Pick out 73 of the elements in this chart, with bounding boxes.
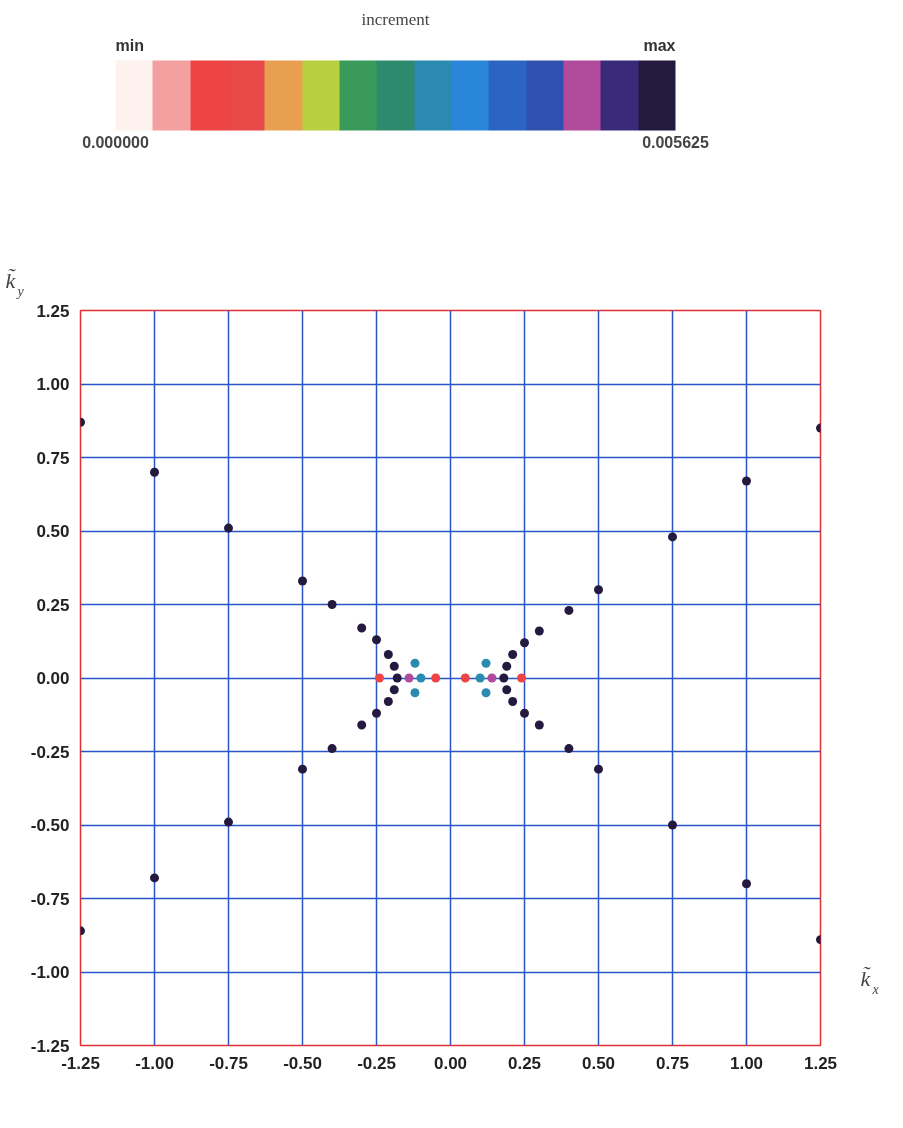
point xyxy=(481,658,491,668)
x-tick-label: 0.00 xyxy=(433,1053,468,1073)
point xyxy=(502,685,512,695)
point xyxy=(224,817,233,827)
point xyxy=(389,685,399,695)
x-tick-label: -0.50 xyxy=(283,1053,322,1073)
y-tick-label: 0.75 xyxy=(36,448,70,468)
point xyxy=(517,673,527,683)
point xyxy=(383,649,393,659)
point xyxy=(534,626,544,636)
y-tick-label: -1.00 xyxy=(30,963,70,982)
color-bar-label: 0.005625 xyxy=(642,133,709,151)
point xyxy=(327,600,337,609)
point xyxy=(298,576,307,586)
y-tick-label: -1.25 xyxy=(30,1036,70,1056)
point xyxy=(372,635,381,645)
point xyxy=(327,744,337,754)
point xyxy=(298,764,307,774)
y-tick-label: -0.50 xyxy=(30,816,70,835)
point xyxy=(594,764,603,774)
y-tick-label: 0.50 xyxy=(36,522,70,541)
point xyxy=(534,720,544,730)
point xyxy=(481,688,491,698)
point xyxy=(487,673,497,683)
point xyxy=(668,532,677,542)
point xyxy=(372,708,381,718)
point xyxy=(460,673,470,683)
point xyxy=(150,467,159,477)
x-tick-label: -0.75 xyxy=(209,1053,248,1073)
point xyxy=(431,673,441,683)
color-bar-label: 0.000000 xyxy=(82,133,149,151)
point xyxy=(475,673,485,683)
point xyxy=(594,585,603,595)
point xyxy=(150,873,159,883)
y-tick-label: 1.00 xyxy=(36,375,70,394)
x-tick-label: 1.00 xyxy=(729,1053,764,1073)
y-tick-label: -0.75 xyxy=(30,889,70,909)
point xyxy=(416,673,426,683)
color-bar-title: increment xyxy=(361,9,430,29)
point xyxy=(520,708,529,718)
point xyxy=(374,673,384,683)
x-tick-label: -1.25 xyxy=(61,1053,100,1073)
point xyxy=(392,673,402,683)
point xyxy=(383,697,393,707)
point xyxy=(520,638,529,648)
x-tick-label: -1.00 xyxy=(135,1053,174,1073)
point xyxy=(389,661,399,671)
point xyxy=(564,605,574,615)
point xyxy=(668,820,677,830)
point xyxy=(357,720,367,730)
point xyxy=(499,673,509,683)
y-tick-label: -0.25 xyxy=(30,742,70,762)
text: min xyxy=(115,36,144,54)
x-tick-label: 0.50 xyxy=(581,1053,616,1073)
point xyxy=(404,673,414,683)
point xyxy=(564,744,574,754)
point xyxy=(742,879,751,889)
point xyxy=(357,623,367,633)
point xyxy=(742,476,751,486)
y-tick-label: 1.25 xyxy=(36,301,70,321)
point xyxy=(502,661,512,671)
point xyxy=(224,523,233,533)
text: max xyxy=(643,36,676,54)
point xyxy=(410,658,420,668)
x-tick-label: 1.25 xyxy=(803,1053,838,1073)
y-tick-label: 0.25 xyxy=(36,595,70,615)
x-tick-label: 0.75 xyxy=(655,1053,690,1073)
x-tick-label: -0.25 xyxy=(357,1053,396,1073)
point xyxy=(410,688,420,698)
point xyxy=(508,697,518,707)
y-tick-label: 0.00 xyxy=(36,669,70,688)
point xyxy=(508,649,518,659)
x-tick-label: 0.25 xyxy=(507,1053,542,1073)
